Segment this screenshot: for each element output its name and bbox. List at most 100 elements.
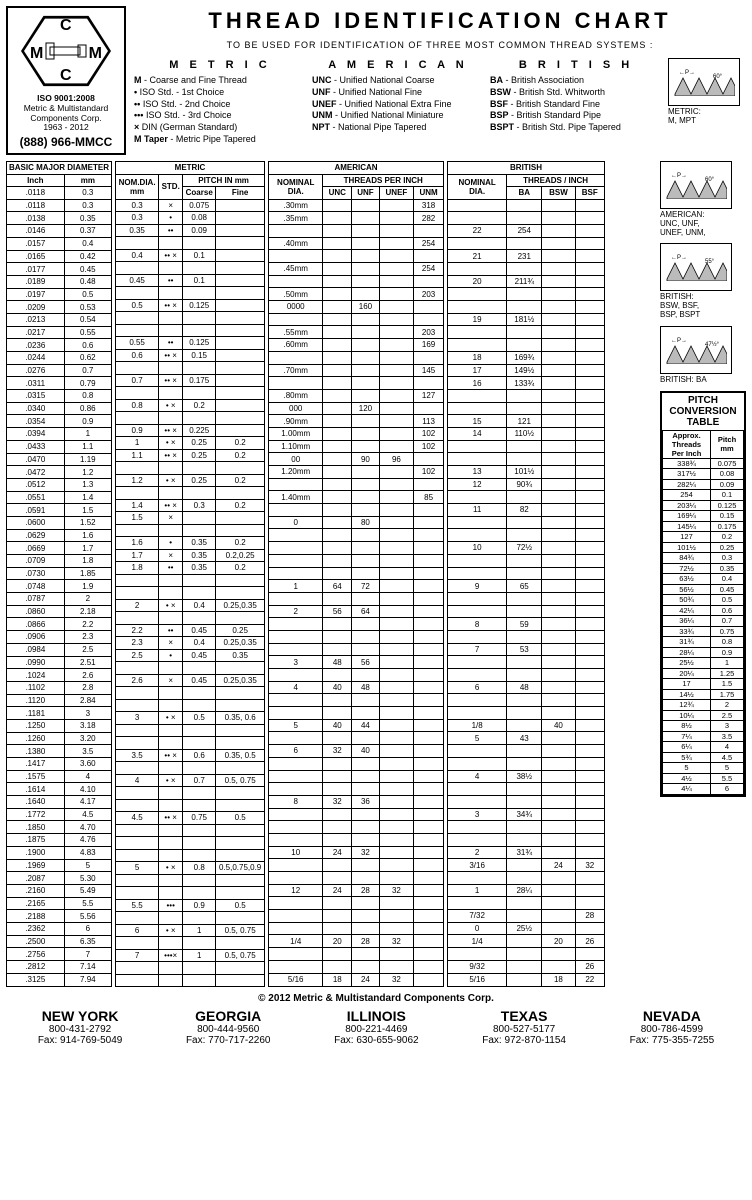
table-row: 4• ×0.70.5, 0.75 [116,774,265,787]
table-row [116,974,265,987]
table-row [116,312,265,325]
table-row [448,491,605,504]
copyright: © 2012 Metric & Multistandard Components… [6,993,746,1004]
location: NEVADA800-786-4599Fax: 775-355-7255 [630,1008,715,1046]
table-row [116,912,265,925]
table-row [269,313,444,326]
table-row: 4.5•• ×0.750.5 [116,812,265,825]
table-row: 1.5× [116,512,265,525]
table-row [269,618,444,631]
table-row [448,199,605,212]
legend-item: M - Coarse and Fine Thread [134,75,306,87]
table-row [116,587,265,600]
table-row: 10¼2.5 [663,710,744,721]
table-row: .07872 [7,593,112,606]
table-row: 63½0.4 [663,574,744,585]
table-row [269,669,444,682]
legend-item: BSPT - British Std. Pipe Tapered [490,122,662,134]
table-row: 63240 [269,745,444,758]
table-row [269,872,444,885]
table-row: .02760.7 [7,364,112,377]
legend-item: UNF - Unified National Fine [312,87,484,99]
table-row [116,362,265,375]
table-row: .01460.37 [7,225,112,238]
table-row [269,554,444,567]
table-row [448,948,605,961]
table-row: .21605.49 [7,884,112,897]
table-row [448,453,605,466]
table-row: 1/840 [448,719,605,732]
table-row: 1/4202832 [269,935,444,948]
table-row [448,757,605,770]
table-row: 33¾0.75 [663,626,744,637]
table-row [448,592,605,605]
legend-item: BSF - British Standard Fine [490,99,662,111]
legend-item: M Taper - Metric Pipe Tapered [134,134,306,146]
table-row: 20¼1.25 [663,668,744,679]
table-row: .12503.18 [7,719,112,732]
phone-number: (888) 966-MMCC [10,135,122,149]
table-row: .04331.1 [7,440,112,453]
table-row [448,872,605,885]
table-row: 54044 [269,719,444,732]
table-row: .09902.51 [7,656,112,669]
table-row: 83236 [269,795,444,808]
location: ILLINOIS800-221-4469Fax: 630-655-9062 [334,1008,419,1046]
table-row: 753 [448,643,605,656]
table-row [116,237,265,250]
table-row: 5.5•••0.90.5 [116,899,265,912]
table-row [448,554,605,567]
table-row [116,724,265,737]
table-row [448,669,605,682]
table-row: 84¾0.3 [663,553,744,564]
table-row: .01890.48 [7,275,112,288]
table-row: .06001.52 [7,516,112,529]
table-row: .60mm169 [269,339,444,352]
table-row [448,288,605,301]
table-row: .01180.3 [7,187,112,200]
table-row: .18504.70 [7,821,112,834]
table-row: .21655.5 [7,897,112,910]
table-row: .01380.35 [7,212,112,225]
table-row: .35mm282 [269,212,444,225]
table-row [116,762,265,775]
table-row [116,262,265,275]
table-row [448,821,605,834]
table-row [448,529,605,542]
table-row [269,224,444,237]
table-row: .23626 [7,922,112,935]
table-row [448,516,605,529]
iso-label: ISO 9001:2008 [37,93,95,103]
table-row [448,795,605,808]
table-row: 17149½ [448,364,605,377]
table-row: 28¼0.9 [663,647,744,658]
hex-logo: C M M C [21,12,111,90]
table-row [116,699,265,712]
table-row: 1.00mm102 [269,427,444,440]
table-row: 0.5•• ×0.125 [116,299,265,312]
table-row [448,656,605,669]
table-row [269,529,444,542]
british-table: BRITISH NOMINAL DIA.THREADS / INCH BABSW… [447,161,605,987]
legend-item: × DIN (German Standard) [134,122,306,134]
company-years: 1963 - 2012 [43,122,88,132]
table-row [448,707,605,720]
table-row: .17724.5 [7,808,112,821]
table-row: .03540.9 [7,415,112,428]
table-row: 334¾ [448,808,605,821]
table-row: 169¼0.15 [663,511,744,522]
thread-diagram: ←P→ 55° [660,243,732,291]
table-row: 25664 [269,605,444,618]
table-row: 0000160 [269,301,444,314]
legend-item: BSP - British Standard Pipe [490,110,662,122]
table-row: .19695 [7,859,112,872]
table-row [269,833,444,846]
table-row [116,937,265,950]
table-row: .80mm127 [269,389,444,402]
table-row: 009096 [269,453,444,466]
table-row: 859 [448,618,605,631]
table-row: 1182 [448,504,605,517]
table-row: .11022.8 [7,681,112,694]
table-row: .03150.8 [7,390,112,403]
table-row [269,960,444,973]
